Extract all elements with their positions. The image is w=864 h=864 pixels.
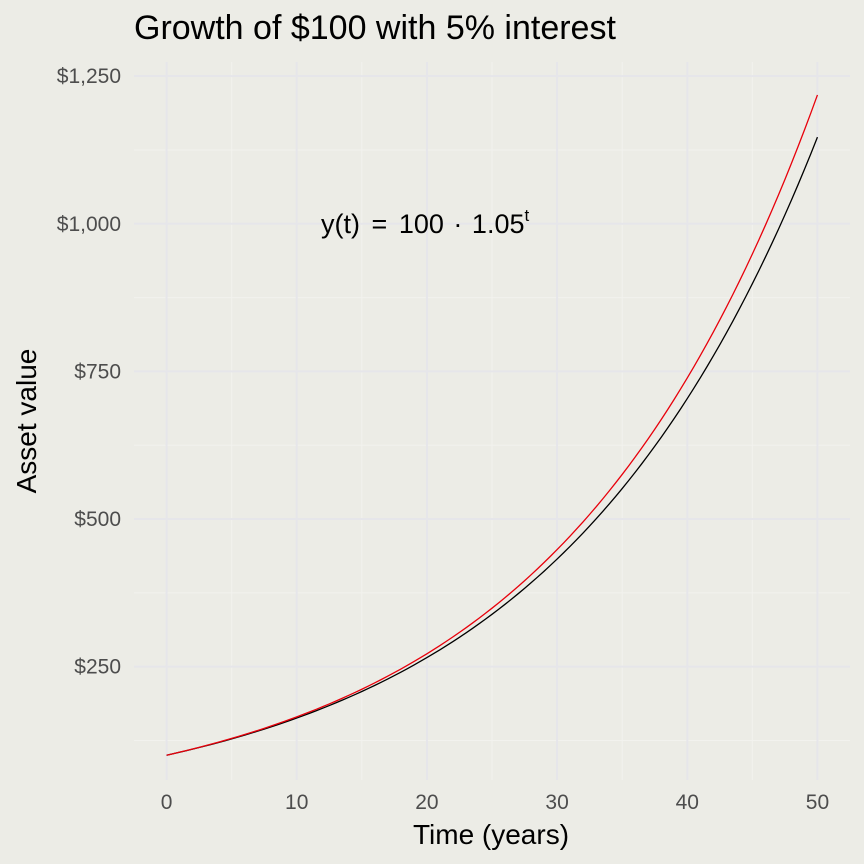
x-tick-label: 10 [285, 791, 308, 814]
formula-t: t [344, 209, 352, 239]
series-layer [166, 94, 819, 756]
y-tick-label: $500 [74, 508, 121, 531]
x-tick-label: 50 [806, 791, 829, 814]
x-tick-label: 30 [545, 791, 568, 814]
y-tick-label: $1,000 [57, 213, 121, 236]
formula-annotation: y(t) = 100 · 1.05t [321, 206, 529, 239]
chart-title: Growth of $100 with 5% interest [134, 9, 616, 47]
x-tick-label: 40 [676, 791, 699, 814]
y-axis-title: Asset value [11, 349, 42, 494]
formula-y: y [321, 209, 335, 239]
series-line-black [166, 136, 819, 756]
x-axis-ticks: 0 10 20 30 40 50 [161, 791, 829, 814]
y-tick-label: $1,250 [57, 65, 121, 88]
y-axis-ticks: $250 $500 $750 $1,000 $1,250 [57, 65, 121, 678]
x-axis-title: Time (years) [413, 819, 569, 850]
series-line-red [166, 94, 819, 756]
formula-exponent: t [524, 206, 529, 225]
formula-dot: · [453, 209, 462, 239]
minor-gridlines [134, 62, 850, 780]
formula-rate: 1.05 [472, 209, 525, 239]
y-tick-label: $750 [74, 360, 121, 383]
y-tick-label: $250 [74, 656, 121, 679]
major-gridlines [134, 62, 850, 780]
x-tick-label: 0 [161, 791, 173, 814]
x-tick-label: 20 [415, 791, 438, 814]
formula-equals: = [372, 209, 388, 239]
formula-base: 100 [399, 209, 444, 239]
